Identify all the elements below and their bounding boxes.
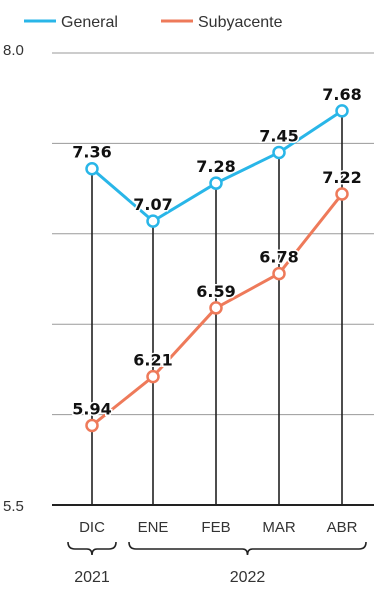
year-bracket-2021 (67, 541, 117, 556)
x-axis: DIC ENE FEB MAR ABR (79, 519, 358, 536)
drop-lines (91, 110, 343, 505)
point-general-feb (209, 176, 223, 190)
y-axis: 8.0 5.5 (3, 42, 24, 515)
data-label-subyacente-abr: 7.22 (322, 168, 361, 187)
legend-label-subyacente: Subyacente (198, 14, 283, 31)
legend-label-general: General (61, 14, 118, 31)
y-tick-label-bottom: 5.5 (3, 498, 24, 515)
data-label-general-ene: 7.07 (133, 195, 172, 214)
point-subyacente-dic (85, 418, 99, 433)
point-subyacente-mar (272, 266, 286, 281)
point-general-dic (85, 161, 99, 176)
data-label-subyacente-mar: 6.78 (259, 248, 298, 267)
x-tick-label-abr: ABR (327, 519, 358, 536)
series: 7.36 7.07 7.28 7.45 7.68 5.94 6.21 6.59 6.78 7.22 (71, 83, 363, 433)
x-tick-label-feb: FEB (201, 519, 230, 536)
data-label-subyacente-feb: 6.59 (196, 282, 235, 301)
year-bracket-2022 (128, 541, 367, 556)
legend: General Subyacente (24, 14, 283, 31)
point-subyacente-ene (146, 369, 160, 384)
year-label-2021: 2021 (74, 569, 110, 586)
point-general-ene (146, 214, 160, 228)
point-subyacente-abr (335, 187, 349, 201)
data-label-general-dic: 7.36 (72, 143, 111, 162)
data-label-subyacente-ene: 6.21 (133, 351, 172, 370)
data-label-general-abr: 7.68 (322, 85, 361, 104)
point-general-abr (335, 104, 349, 118)
x-tick-label-ene: ENE (138, 519, 169, 536)
x-tick-label-dic: DIC (79, 519, 105, 536)
x-tick-label-mar: MAR (262, 519, 296, 536)
point-subyacente-feb (209, 301, 223, 315)
year-groups: 2021 2022 (67, 541, 367, 586)
data-label-general-mar: 7.45 (259, 126, 298, 145)
data-label-subyacente-dic: 5.94 (72, 399, 111, 418)
year-label-2022: 2022 (230, 569, 266, 586)
data-label-general-feb: 7.28 (196, 157, 235, 176)
y-tick-label-top: 8.0 (3, 42, 24, 59)
point-general-mar (272, 145, 286, 160)
gridlines (52, 52, 374, 506)
